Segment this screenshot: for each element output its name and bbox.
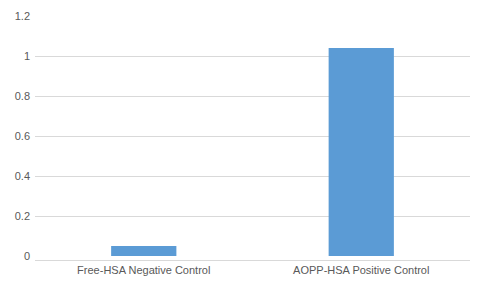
svg-text:0: 0 (24, 250, 30, 262)
svg-text:1: 1 (24, 50, 30, 62)
svg-text:0.6: 0.6 (15, 130, 30, 142)
svg-text:0.8: 0.8 (15, 90, 30, 102)
svg-text:AOPP-HSA Positive Control: AOPP-HSA Positive Control (293, 264, 429, 276)
svg-text:0.4: 0.4 (15, 170, 30, 182)
svg-text:0.2: 0.2 (15, 210, 30, 222)
svg-text:1.2: 1.2 (15, 10, 30, 22)
svg-text:Free-HSA Negative Control: Free-HSA Negative Control (77, 264, 210, 276)
